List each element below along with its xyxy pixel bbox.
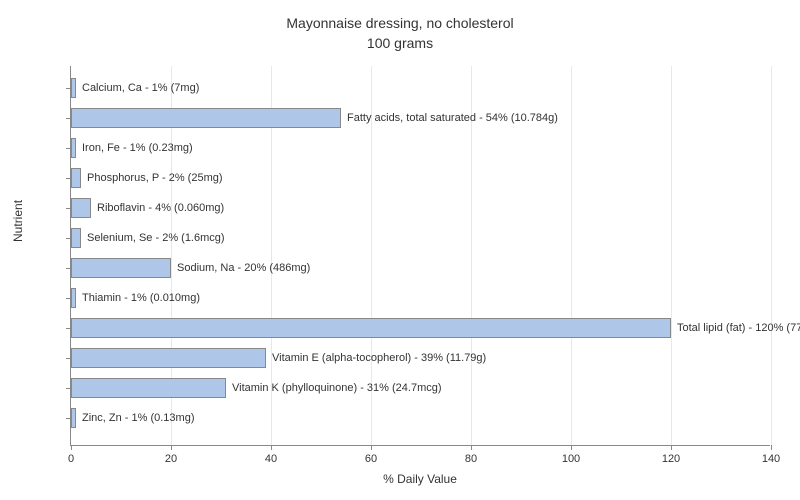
xtick-label: 100	[562, 453, 580, 465]
chart-title-line1: Mayonnaise dressing, no cholesterol	[286, 15, 513, 31]
bar-label: Vitamin K (phylloquinone) - 31% (24.7mcg…	[226, 378, 442, 398]
bar	[71, 168, 81, 188]
plot-area: 020406080100120140Calcium, Ca - 1% (7mg)…	[70, 66, 770, 446]
bar	[71, 318, 671, 338]
xtick-label: 20	[165, 453, 177, 465]
xtick-mark	[571, 445, 572, 450]
gridline	[771, 66, 772, 445]
bar-label: Selenium, Se - 2% (1.6mcg)	[81, 228, 225, 248]
xtick-label: 60	[365, 453, 377, 465]
nutrient-chart: Mayonnaise dressing, no cholesterol 100 …	[0, 0, 800, 500]
bar-label: Calcium, Ca - 1% (7mg)	[76, 78, 199, 98]
bar-label: Vitamin E (alpha-tocopherol) - 39% (11.7…	[266, 348, 486, 368]
bar-label: Thiamin - 1% (0.010mg)	[76, 288, 200, 308]
xtick-mark	[371, 445, 372, 450]
bar-label: Fatty acids, total saturated - 54% (10.7…	[341, 108, 558, 128]
chart-title-line2: 100 grams	[367, 35, 433, 51]
xtick-mark	[171, 445, 172, 450]
gridline	[671, 66, 672, 445]
bar	[71, 348, 266, 368]
xtick-mark	[671, 445, 672, 450]
xtick-mark	[271, 445, 272, 450]
chart-title: Mayonnaise dressing, no cholesterol 100 …	[0, 0, 800, 53]
xtick-mark	[471, 445, 472, 450]
bar	[71, 228, 81, 248]
bar	[71, 258, 171, 278]
bar-label: Zinc, Zn - 1% (0.13mg)	[76, 408, 194, 428]
bar-label: Riboflavin - 4% (0.060mg)	[91, 198, 224, 218]
x-axis-label: % Daily Value	[70, 472, 770, 486]
bar-label: Sodium, Na - 20% (486mg)	[171, 258, 310, 278]
bar	[71, 198, 91, 218]
bar-label: Iron, Fe - 1% (0.23mg)	[76, 138, 193, 158]
xtick-label: 120	[662, 453, 680, 465]
bar-label: Phosphorus, P - 2% (25mg)	[81, 168, 223, 188]
gridline	[571, 66, 572, 445]
xtick-label: 0	[68, 453, 74, 465]
xtick-mark	[771, 445, 772, 450]
bar	[71, 108, 341, 128]
bar-label: Total lipid (fat) - 120% (77.80g)	[671, 318, 800, 338]
xtick-mark	[71, 445, 72, 450]
xtick-label: 80	[465, 453, 477, 465]
xtick-label: 40	[265, 453, 277, 465]
bar	[71, 378, 226, 398]
xtick-label: 140	[762, 453, 780, 465]
y-axis-label: Nutrient	[11, 200, 25, 242]
